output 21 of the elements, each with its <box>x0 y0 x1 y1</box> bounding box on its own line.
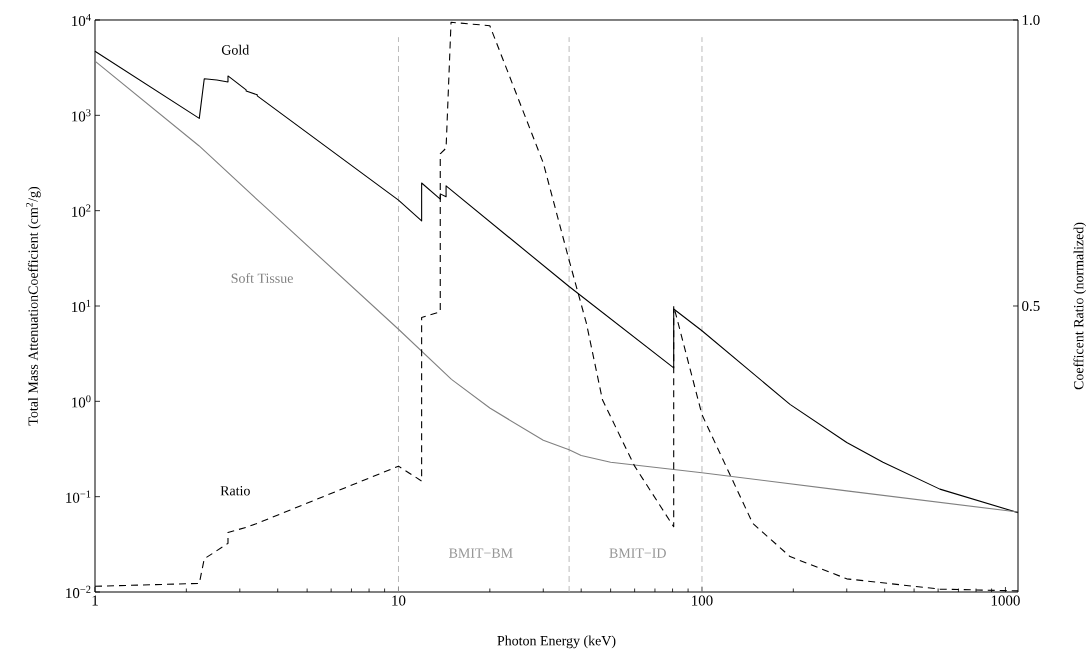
annotation: BMIT−ID <box>609 548 666 558</box>
annotation: BMIT−BM <box>449 548 513 558</box>
y2-axis-title: Coefficent Ratio (normalized) <box>1073 222 1086 390</box>
y2-tick-label: 1.0 <box>1022 14 1040 26</box>
x-tick-label: 1000 <box>991 595 1020 606</box>
series-label: Gold <box>221 44 250 55</box>
x-tick-label: 10 <box>392 595 406 606</box>
y-tick-label: 10$^{0}$ <box>72 395 91 408</box>
y-axis-title: Total Mass AttenuationCoefficient (cm$^{2}$/g) <box>26 186 41 426</box>
y-tick-label: 10$^{1}$ <box>72 299 91 313</box>
x-tick-label: 100 <box>692 595 713 606</box>
y-tick-label: 10$^{3}$ <box>72 109 91 122</box>
text: Soft Tissue <box>231 272 293 283</box>
y-tick-label: 10$^{4}$ <box>72 13 91 27</box>
x-axis-title: Photon Energy (keV) <box>497 635 616 649</box>
y2-tick-label: 0.5 <box>1022 300 1040 312</box>
y-tick-label: 10$^{−1}$ <box>66 490 91 503</box>
text: Ratio <box>220 486 250 496</box>
y-tick-label: 10$^{2}$ <box>72 204 91 217</box>
x-tick-label: 1 <box>92 595 98 606</box>
y-tick-label: 10$^{−2}$ <box>66 585 91 599</box>
